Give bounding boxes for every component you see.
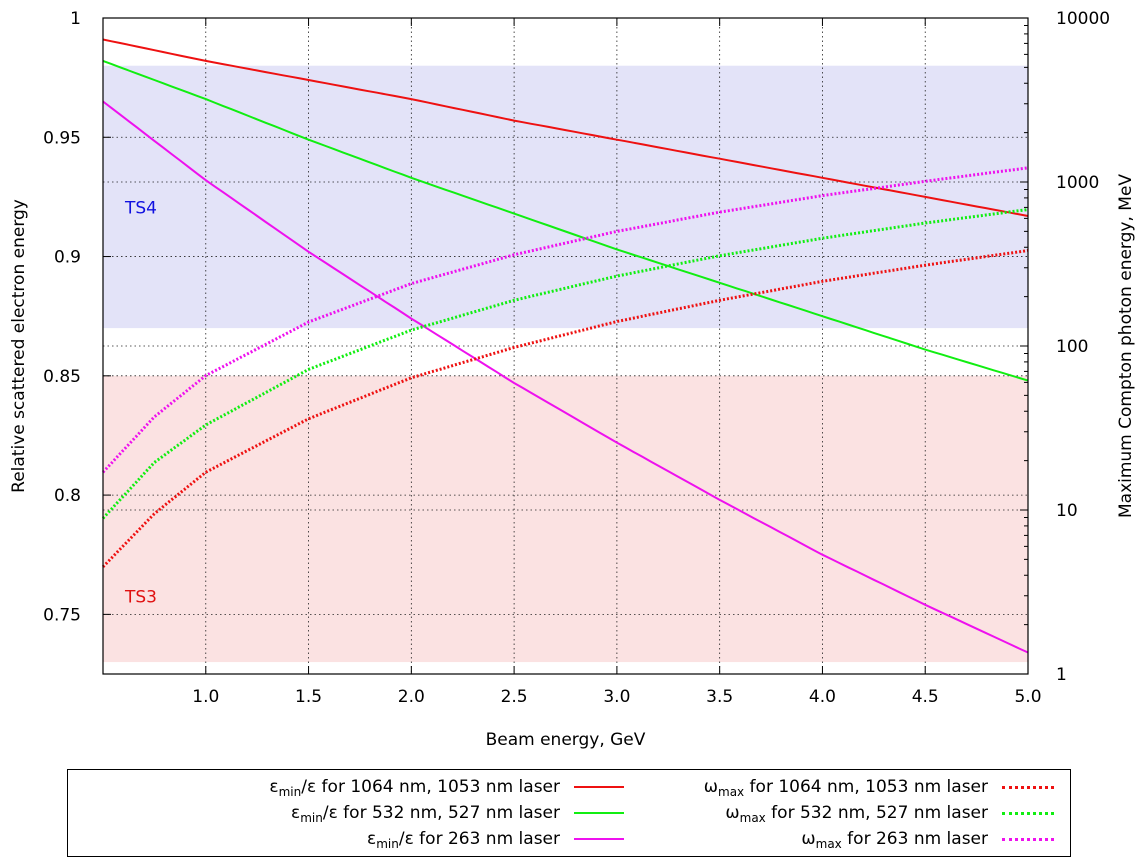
grid-layer: [103, 18, 1028, 674]
x-tick-label: 1.5: [295, 687, 322, 707]
series-line-dotted-3: [101, 249, 1029, 568]
legend-text: /ε for 263 nm laser: [398, 829, 560, 849]
legend-text: for 532 nm, 527 nm laser: [765, 803, 988, 823]
x-axis-label: Beam energy, GeV: [486, 730, 646, 750]
y-tick-label: 0.8: [54, 486, 81, 506]
legend-symbol: ω: [703, 777, 718, 797]
x-tick-label: 1.0: [192, 687, 219, 707]
legend-entry-label: ωmax for 532 nm, 527 nm laser: [725, 803, 988, 825]
legend-text: /ε for 1064 nm, 1053 nm laser: [301, 777, 560, 797]
legend-text: for 1064 nm, 1053 nm laser: [744, 777, 988, 797]
y-tick-label: 0.85: [43, 367, 81, 387]
legend-entry: εmin/ε for 532 nm, 527 nm laser: [291, 802, 624, 824]
legend-entry: ωmax for 263 nm laser: [801, 828, 1054, 850]
y2-tick-label: 10000: [1056, 9, 1110, 29]
legend-symbol: ε: [291, 803, 301, 823]
legend-entry: εmin/ε for 263 nm laser: [367, 828, 624, 850]
legend-subscript: max: [815, 837, 842, 851]
series-line-solid-0: [102, 38, 1029, 217]
x-tick-label: 2.0: [398, 687, 425, 707]
legend-swatch: [574, 786, 624, 788]
y2-axis-label: Maximum Compton photon energy, MeV: [1116, 174, 1136, 518]
legend-text: /ε for 532 nm, 527 nm laser: [322, 803, 560, 823]
y-tick-label: 0.75: [43, 605, 81, 625]
x-tick-label: 4.5: [912, 687, 939, 707]
series-line-solid-1: [102, 59, 1029, 382]
x-tick-label: 4.0: [809, 687, 836, 707]
series-layer: [101, 38, 1029, 654]
legend-swatch: [574, 812, 624, 814]
x-tick-label: 3.5: [706, 687, 733, 707]
legend: εmin/ε for 1064 nm, 1053 nm laser εmin/ε …: [67, 769, 1071, 857]
band-label-ts3: TS3: [124, 587, 157, 607]
x-tick-label: 5.0: [1014, 687, 1041, 707]
band-ts4: [103, 65, 1028, 329]
legend-entry-label: ωmax for 1064 nm, 1053 nm laser: [703, 777, 988, 799]
legend-subscript: min: [300, 811, 323, 825]
legend-entry: ωmax for 532 nm, 527 nm laser: [725, 802, 1054, 824]
legend-entry-label: εmin/ε for 532 nm, 527 nm laser: [291, 803, 560, 825]
series-line-dotted-4: [101, 208, 1029, 520]
y2-tick-label: 1: [1056, 665, 1067, 685]
legend-symbol: ε: [269, 777, 279, 797]
legend-entry-label: εmin/ε for 1064 nm, 1053 nm laser: [269, 777, 560, 799]
legend-symbol: ω: [801, 829, 816, 849]
y-tick-label: 0.9: [54, 248, 81, 268]
y2-tick-label: 10: [1056, 501, 1078, 521]
legend-swatch: [1002, 785, 1054, 789]
y2-tick-label: 1000: [1056, 173, 1099, 193]
legend-text: for 263 nm laser: [841, 829, 988, 849]
chart: TS4 TS3 1.0 1.5 2.0 2.5 3.0 3.5 4.0 4.5 5.0 0.75 0.…: [9, 9, 1136, 750]
tick-layer: 1.0 1.5 2.0 2.5 3.0 3.5 4.0 4.5 5.0 0.75 0.8 0.85 0.…: [43, 9, 1110, 707]
legend-entry-label: ωmax for 263 nm laser: [801, 829, 988, 851]
band-layer: TS4 TS3: [103, 65, 1028, 663]
y-axis-label: Relative scattered electron energy: [9, 199, 29, 493]
band-label-ts4: TS4: [124, 199, 157, 219]
legend-symbol: ε: [367, 829, 377, 849]
legend-subscript: min: [278, 785, 302, 799]
x-tick-label: 2.5: [501, 687, 528, 707]
legend-subscript: max: [739, 811, 766, 825]
legend-entry: ωmax for 1064 nm, 1053 nm laser: [704, 776, 1054, 798]
y-tick-label: 0.95: [43, 128, 81, 148]
legend-swatch: [1002, 837, 1054, 841]
legend-entry: εmin/ε for 1064 nm, 1053 nm laser: [269, 776, 624, 798]
legend-symbol: ω: [725, 803, 740, 823]
band-ts3: [103, 375, 1028, 663]
x-tick-label: 3.0: [603, 687, 630, 707]
legend-swatch: [574, 838, 624, 840]
legend-entry-label: εmin/ε for 263 nm laser: [367, 829, 560, 851]
legend-subscript: min: [376, 837, 399, 851]
legend-subscript: max: [718, 785, 745, 799]
series-line-solid-2: [102, 100, 1029, 654]
legend-swatch: [1002, 811, 1054, 815]
y2-tick-label: 100: [1056, 337, 1088, 357]
y-tick-label: 1: [70, 9, 81, 29]
series-line-dotted-5: [101, 166, 1029, 474]
